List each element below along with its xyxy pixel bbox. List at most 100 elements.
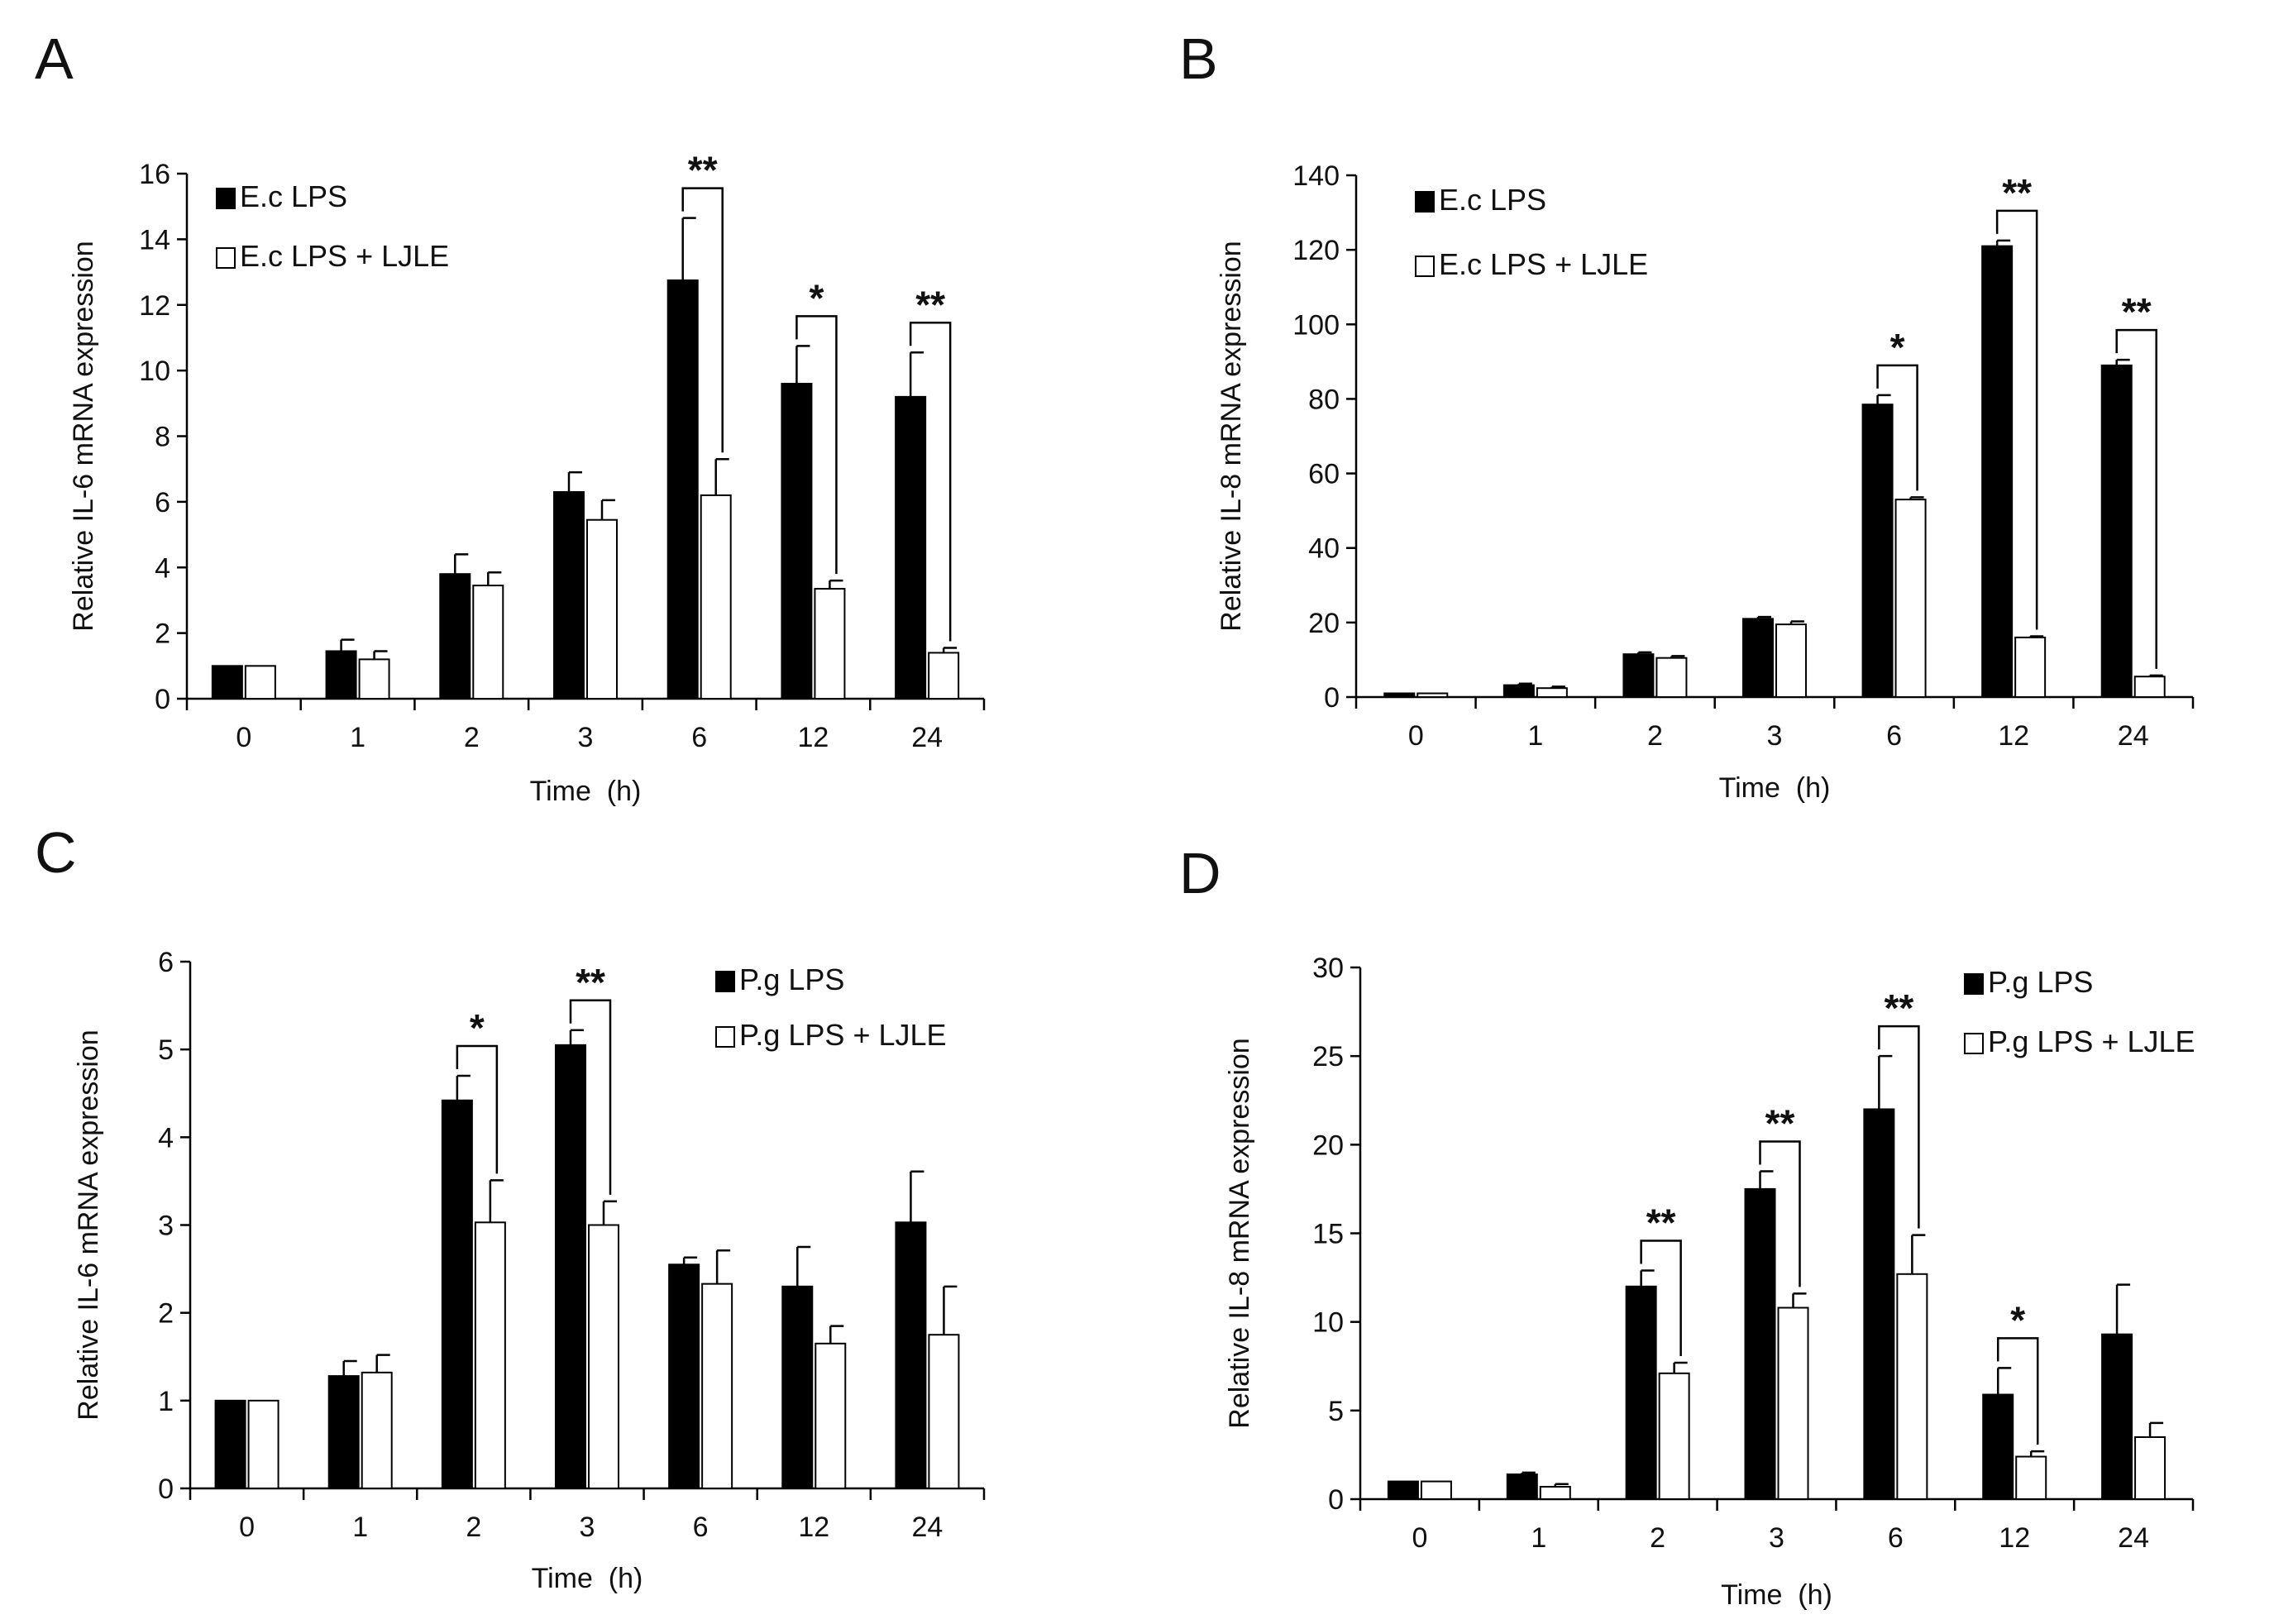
bar-lps bbox=[1742, 618, 1774, 698]
bar-lps-ljle bbox=[1658, 1372, 1690, 1501]
significance-label: ** bbox=[1765, 1101, 1795, 1144]
significance-bracket bbox=[795, 315, 838, 575]
bar-lps bbox=[895, 1221, 927, 1489]
bar-lps-ljle bbox=[2014, 636, 2047, 699]
bar-lps-ljle bbox=[474, 1221, 506, 1489]
bar-lps-ljle bbox=[1775, 623, 1807, 698]
bar-lps-ljle bbox=[1777, 1306, 1809, 1501]
significance-label: ** bbox=[1884, 986, 1913, 1029]
significance-label: ** bbox=[915, 283, 945, 326]
bar-lps bbox=[1744, 1187, 1776, 1500]
bar-lps-ljle bbox=[1896, 1273, 1928, 1500]
y-tick-label: 10 bbox=[1312, 1307, 1344, 1339]
legend-swatch bbox=[1415, 191, 1435, 213]
bar-lps bbox=[1863, 1108, 1895, 1500]
bar-lps-ljle bbox=[928, 1334, 960, 1490]
bar-lps-ljle bbox=[814, 588, 846, 700]
bar-lps bbox=[2101, 1333, 2133, 1501]
significance-bracket bbox=[456, 1044, 499, 1174]
bar-lps bbox=[1861, 404, 1894, 698]
bar-lps-ljle bbox=[1539, 1485, 1571, 1501]
bar-lps bbox=[1625, 1285, 1657, 1501]
legend-label: P.g LPS bbox=[739, 962, 844, 996]
bar-lps bbox=[1502, 684, 1535, 699]
y-axis-title: Relative IL-8 mRNA expression bbox=[1216, 241, 1247, 631]
panel-letter: B bbox=[1179, 26, 1218, 91]
x-tick-label: 2 bbox=[1647, 720, 1663, 752]
bar-lps-ljle bbox=[2015, 1455, 2047, 1501]
bar-lps bbox=[325, 650, 357, 700]
significance-bracket bbox=[569, 999, 612, 1195]
significance-label: ** bbox=[1646, 1201, 1676, 1244]
legend-swatch bbox=[216, 188, 236, 209]
bar-lps bbox=[441, 1099, 473, 1489]
x-tick-label: 3 bbox=[1767, 720, 1783, 752]
y-tick-label: 4 bbox=[158, 1122, 174, 1154]
x-tick-label: 2 bbox=[1650, 1522, 1665, 1554]
y-tick-label: 5 bbox=[158, 1034, 174, 1066]
significance-label: * bbox=[809, 276, 824, 319]
x-tick-label: 1 bbox=[352, 1512, 368, 1543]
significance-bracket bbox=[1996, 1337, 2039, 1445]
legend-swatch bbox=[1964, 973, 1984, 995]
significance-label: ** bbox=[688, 149, 718, 192]
y-tick-label: 100 bbox=[1292, 309, 1340, 341]
x-tick-label: 24 bbox=[2118, 720, 2149, 752]
bar-lps-ljle bbox=[1416, 692, 1449, 699]
bar-lps bbox=[2100, 364, 2133, 698]
significance-label: * bbox=[1890, 326, 1905, 369]
x-tick-label: 12 bbox=[1999, 1522, 2030, 1554]
y-tick-label: 0 bbox=[155, 684, 170, 715]
y-tick-label: 0 bbox=[1324, 682, 1340, 714]
y-tick-label: 80 bbox=[1308, 384, 1340, 415]
bar-lps-ljle bbox=[1420, 1480, 1452, 1500]
bar-lps-ljle bbox=[586, 518, 618, 700]
significance-label: * bbox=[2010, 1298, 2025, 1341]
y-tick-label: 3 bbox=[158, 1211, 174, 1242]
significance-label: ** bbox=[2122, 290, 2152, 333]
x-tick-label: 24 bbox=[2118, 1522, 2149, 1554]
legend-label: P.g LPS bbox=[1988, 965, 2093, 999]
panel-letter: C bbox=[35, 820, 77, 885]
y-tick-label: 8 bbox=[155, 422, 170, 453]
bar-lps-ljle bbox=[588, 1224, 619, 1489]
x-tick-label: 0 bbox=[1408, 720, 1424, 752]
legend-swatch bbox=[715, 1026, 735, 1048]
x-tick-label: 12 bbox=[798, 722, 829, 753]
x-axis-title: Time (h) bbox=[530, 776, 642, 807]
bar-lps-ljle bbox=[358, 658, 390, 700]
x-tick-label: 6 bbox=[1888, 1522, 1904, 1554]
legend-swatch bbox=[715, 971, 735, 992]
significance-bracket bbox=[2115, 328, 2157, 669]
significance-bracket bbox=[681, 187, 724, 453]
significance-bracket bbox=[1876, 364, 1918, 491]
bar-lps-ljle bbox=[247, 1399, 279, 1490]
y-tick-label: 60 bbox=[1308, 459, 1340, 490]
y-tick-label: 0 bbox=[1328, 1484, 1344, 1516]
significance-label: * bbox=[470, 1006, 485, 1049]
bar-lps bbox=[555, 1044, 586, 1489]
y-tick-label: 12 bbox=[139, 290, 170, 322]
y-tick-label: 15 bbox=[1312, 1219, 1344, 1250]
bar-lps bbox=[1622, 653, 1655, 698]
y-tick-label: 120 bbox=[1292, 235, 1340, 266]
panel-letter: D bbox=[1179, 841, 1221, 905]
y-axis-title: Relative IL-8 mRNA expression bbox=[1224, 1038, 1255, 1428]
x-tick-label: 3 bbox=[1769, 1522, 1784, 1554]
y-tick-label: 5 bbox=[1328, 1396, 1344, 1427]
bar-lps bbox=[781, 1285, 814, 1489]
bar-lps-ljle bbox=[361, 1371, 393, 1489]
bar-lps bbox=[895, 395, 927, 700]
bar-lps-ljle bbox=[472, 585, 504, 700]
bar-lps bbox=[781, 383, 813, 700]
y-tick-label: 2 bbox=[158, 1298, 174, 1330]
bar-lps-ljle bbox=[1536, 687, 1568, 699]
x-tick-label: 2 bbox=[464, 722, 480, 753]
legend-swatch bbox=[1964, 1033, 1984, 1054]
legend-swatch bbox=[1415, 256, 1435, 277]
x-tick-label: 0 bbox=[1412, 1522, 1427, 1554]
x-tick-label: 3 bbox=[580, 1512, 595, 1543]
legend-swatch bbox=[216, 247, 236, 269]
